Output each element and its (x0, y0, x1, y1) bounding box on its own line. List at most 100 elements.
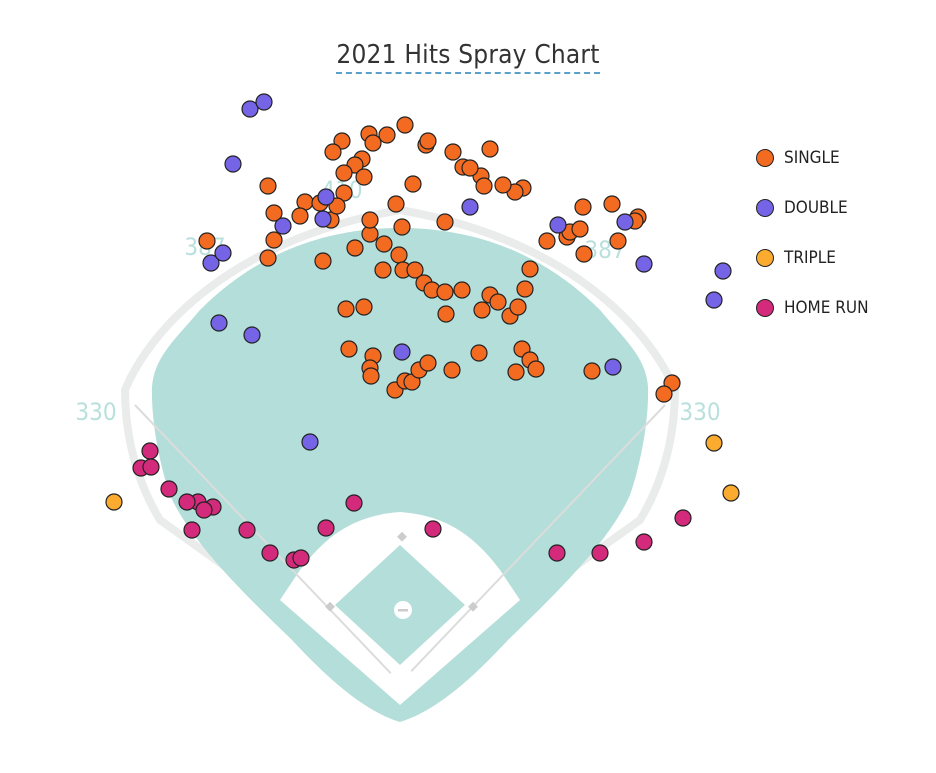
point-single-1[interactable] (259, 177, 277, 195)
point-home-run-3[interactable] (160, 480, 178, 498)
point-single-11[interactable] (404, 175, 422, 193)
point-single-33[interactable] (521, 260, 539, 278)
point-single-67[interactable] (355, 298, 373, 316)
point-single-7[interactable] (346, 239, 364, 257)
point-single-31[interactable] (509, 298, 527, 316)
point-double-2[interactable] (210, 314, 228, 332)
point-double-15[interactable] (714, 262, 732, 280)
point-single-4[interactable] (259, 249, 277, 267)
point-home-run-17[interactable] (591, 544, 609, 562)
point-single-28[interactable] (473, 301, 491, 319)
point-single-62[interactable] (335, 184, 353, 202)
point-single-84[interactable] (583, 362, 601, 380)
point-single-3[interactable] (265, 231, 283, 249)
point-single-9[interactable] (361, 211, 379, 229)
point-single-69[interactable] (340, 340, 358, 358)
point-double-1[interactable] (243, 326, 261, 344)
point-double-8[interactable] (224, 155, 242, 173)
point-double-6[interactable] (314, 210, 332, 228)
point-double-3[interactable] (202, 254, 220, 272)
point-single-55[interactable] (364, 134, 382, 152)
chart-title[interactable]: 2021 Hits Spray Chart (336, 40, 600, 74)
point-single-36[interactable] (575, 245, 593, 263)
legend-item-double[interactable]: DOUBLE (756, 196, 869, 220)
point-single-50[interactable] (444, 143, 462, 161)
point-single-17[interactable] (375, 235, 393, 253)
point-single-27[interactable] (437, 305, 455, 323)
point-single-86[interactable] (655, 385, 673, 403)
point-home-run-8[interactable] (183, 521, 201, 539)
point-single-32[interactable] (516, 280, 534, 298)
point-single-15[interactable] (436, 213, 454, 231)
point-home-run-9[interactable] (238, 521, 256, 539)
point-home-run-16[interactable] (548, 544, 566, 562)
point-single-20[interactable] (406, 261, 424, 279)
point-home-run-0[interactable] (141, 442, 159, 460)
point-home-run-10[interactable] (261, 544, 279, 562)
point-triple-1[interactable] (705, 434, 723, 452)
point-single-14[interactable] (481, 140, 499, 158)
point-single-10[interactable] (387, 195, 405, 213)
point-single-47[interactable] (475, 177, 493, 195)
point-single-68[interactable] (337, 300, 355, 318)
point-single-49[interactable] (461, 159, 479, 177)
point-single-65[interactable] (291, 207, 309, 225)
point-triple-0[interactable] (105, 493, 123, 511)
point-single-21[interactable] (374, 261, 392, 279)
point-single-78[interactable] (443, 361, 461, 379)
point-single-72[interactable] (362, 367, 380, 385)
point-single-66[interactable] (314, 252, 332, 270)
point-double-7[interactable] (317, 188, 335, 206)
point-single-34[interactable] (538, 232, 556, 250)
point-double-13[interactable] (616, 213, 634, 231)
point-single-77[interactable] (419, 354, 437, 372)
point-triple-2[interactable] (722, 484, 740, 502)
point-double-17[interactable] (604, 358, 622, 376)
point-home-run-2[interactable] (142, 458, 160, 476)
point-single-0[interactable] (198, 232, 216, 250)
point-single-29[interactable] (489, 293, 507, 311)
point-single-58[interactable] (355, 168, 373, 186)
point-double-9[interactable] (241, 100, 259, 118)
point-home-run-6[interactable] (195, 501, 213, 519)
point-home-run-7[interactable] (178, 493, 196, 511)
point-single-40[interactable] (574, 198, 592, 216)
point-double-14[interactable] (635, 255, 653, 273)
point-single-81[interactable] (507, 363, 525, 381)
point-double-16[interactable] (705, 291, 723, 309)
point-double-11[interactable] (461, 198, 479, 216)
point-single-51[interactable] (419, 132, 437, 150)
point-home-run-18[interactable] (635, 533, 653, 551)
point-single-48[interactable] (494, 176, 512, 194)
point-double-4[interactable] (214, 244, 232, 262)
point-home-run-15[interactable] (424, 520, 442, 538)
legend-item-single[interactable]: SINGLE (756, 146, 869, 170)
point-single-61[interactable] (324, 143, 342, 161)
point-single-2[interactable] (265, 204, 283, 222)
point-home-run-14[interactable] (345, 494, 363, 512)
point-single-18[interactable] (390, 246, 408, 264)
point-single-24[interactable] (436, 283, 454, 301)
point-single-41[interactable] (603, 195, 621, 213)
point-single-53[interactable] (378, 126, 396, 144)
point-single-38[interactable] (571, 220, 589, 238)
point-double-12[interactable] (549, 216, 567, 234)
legend-item-home-run[interactable]: HOME RUN (756, 296, 869, 320)
point-single-59[interactable] (335, 164, 353, 182)
point-double-0[interactable] (301, 433, 319, 451)
point-double-5[interactable] (274, 217, 292, 235)
point-double-18[interactable] (393, 343, 411, 361)
point-single-63[interactable] (328, 197, 346, 215)
point-home-run-12[interactable] (292, 549, 310, 567)
point-single-52[interactable] (396, 116, 414, 134)
point-single-25[interactable] (453, 281, 471, 299)
point-home-run-19[interactable] (674, 509, 692, 527)
point-home-run-13[interactable] (317, 519, 335, 537)
point-single-83[interactable] (527, 360, 545, 378)
legend-item-triple[interactable]: TRIPLE (756, 246, 869, 270)
point-single-16[interactable] (393, 218, 411, 236)
point-single-79[interactable] (470, 344, 488, 362)
point-double-10[interactable] (255, 93, 273, 111)
point-single-39[interactable] (609, 232, 627, 250)
point-single-60[interactable] (333, 132, 351, 150)
